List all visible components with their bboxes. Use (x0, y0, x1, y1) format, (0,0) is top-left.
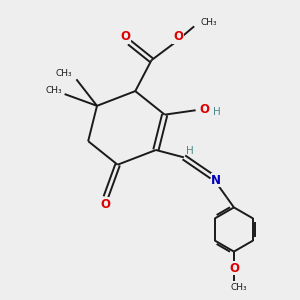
Text: H: H (187, 146, 194, 157)
Text: O: O (120, 30, 130, 43)
Text: CH₃: CH₃ (201, 18, 217, 27)
Text: O: O (229, 262, 239, 275)
Text: CH₃: CH₃ (45, 86, 62, 95)
Text: O: O (199, 103, 209, 116)
Text: O: O (173, 30, 183, 43)
Text: H: H (213, 107, 221, 117)
Text: CH₃: CH₃ (55, 69, 72, 78)
Text: CH₃: CH₃ (230, 283, 247, 292)
Text: N: N (211, 173, 221, 187)
Text: O: O (101, 198, 111, 211)
